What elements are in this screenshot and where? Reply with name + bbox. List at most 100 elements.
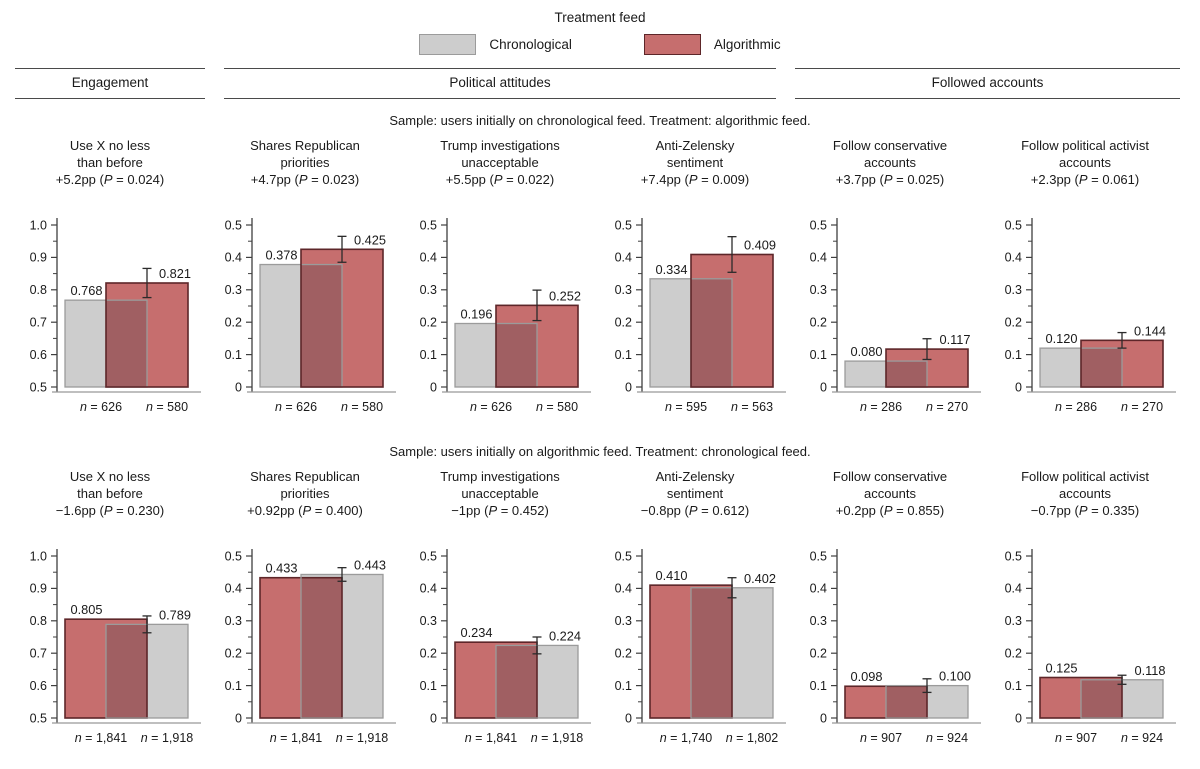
- panel-r1c1: Use X no less than before +5.2pp (P = 0.02…: [15, 137, 205, 426]
- legend: Treatment feed Chronological Algorithmic: [15, 10, 1185, 55]
- y-tick-label: 0: [820, 711, 827, 725]
- legend-items: Chronological Algorithmic: [419, 34, 781, 55]
- legend-title: Treatment feed: [554, 10, 646, 25]
- y-tick-label: 0.4: [420, 251, 437, 265]
- y-tick-label: 0.2: [1005, 647, 1022, 661]
- panel-r2c2: Shares Republican priorities +0.92pp (P = …: [210, 468, 400, 757]
- n-label: n = 595: [665, 400, 707, 414]
- y-tick-label: 0.5: [810, 218, 827, 232]
- y-tick-label: 0.4: [615, 582, 632, 596]
- panel-plot: 0 0.1 0.2 0.3 0.4 0.5 0.080 0.117 n = 286 n = 270: [810, 218, 981, 414]
- bar-overlap: [106, 624, 147, 718]
- bar-value-label: 0.098: [850, 669, 882, 684]
- legend-item-algorithmic: Algorithmic: [643, 34, 781, 55]
- y-tick-label: 0.3: [810, 283, 827, 297]
- y-tick-label: 0.4: [810, 251, 827, 265]
- panel-plot: 0 0.1 0.2 0.3 0.4 0.5 0.196 0.252 n = 626 n = 580: [420, 218, 591, 414]
- bar-value-label: 0.080: [850, 344, 882, 359]
- y-tick-label: 0.3: [225, 614, 242, 628]
- panel-title: Anti-Zelensky sentiment +7.4pp (P = 0.009): [600, 137, 790, 188]
- effect-label: +7.4pp (P = 0.009): [640, 172, 750, 187]
- panel-title-line: Use X no less: [69, 138, 151, 153]
- n-label: n = 1,918: [531, 731, 584, 745]
- legend-swatch-chronological: [419, 34, 477, 55]
- n-label: n = 626: [80, 400, 122, 414]
- panel-plot: 0 0.1 0.2 0.3 0.4 0.5 0.433 0.443 n = 1,841 n = 1…: [225, 549, 396, 745]
- panel-title-line: Use X no less: [69, 469, 151, 484]
- panel-title: Follow political activist accounts −0.7pp …: [990, 468, 1180, 519]
- panels-row-1: Use X no less than before +5.2pp (P = 0.02…: [15, 137, 1185, 426]
- panel-r2c5: Follow conservative accounts +0.2pp (P = 0…: [795, 468, 985, 757]
- panel-plot: 0.5 0.6 0.7 0.8 0.9 1.0 0.805 0.789 n = 1,841 n =…: [30, 549, 201, 745]
- effect-label: +5.2pp (P = 0.024): [55, 172, 165, 187]
- panel-title-line: Anti-Zelensky: [655, 138, 735, 153]
- panel-r2c1: Use X no less than before −1.6pp (P = 0.23…: [15, 468, 205, 757]
- panel-title-line: Anti-Zelensky: [655, 469, 735, 484]
- y-tick-label: 0.3: [1005, 614, 1022, 628]
- n-label: n = 924: [926, 731, 968, 745]
- y-tick-label: 0.7: [30, 316, 47, 330]
- panel-title-line: Trump investigations: [440, 138, 560, 153]
- y-tick-label: 0.4: [225, 251, 242, 265]
- y-tick-label: 0: [1015, 711, 1022, 725]
- y-tick-label: 0.9: [30, 251, 47, 265]
- y-tick-label: 0.3: [420, 614, 437, 628]
- y-tick-label: 0.5: [225, 218, 242, 232]
- sample-row-1: Sample: users initially on chronological…: [15, 113, 1185, 426]
- bar-value-label: 0.768: [70, 283, 102, 298]
- bar-value-label: 0.224: [549, 628, 581, 643]
- n-label: n = 924: [1121, 731, 1163, 745]
- bar-value-label: 0.378: [265, 248, 297, 263]
- bar-value-label: 0.334: [655, 262, 687, 277]
- y-tick-label: 0: [235, 711, 242, 725]
- n-label: n = 580: [341, 400, 383, 414]
- panel-r1c5: Follow conservative accounts +3.7pp (P = 0…: [795, 137, 985, 426]
- y-tick-label: 0.1: [420, 679, 437, 693]
- panel-r1c6: Follow political activist accounts +2.3pp …: [990, 137, 1180, 426]
- y-tick-label: 0.3: [810, 614, 827, 628]
- y-tick-label: 0: [625, 711, 632, 725]
- y-tick-label: 0.3: [420, 283, 437, 297]
- y-tick-label: 0.8: [30, 283, 47, 297]
- n-label: n = 1,841: [465, 731, 518, 745]
- n-label: n = 626: [275, 400, 317, 414]
- y-tick-label: 0.4: [420, 582, 437, 596]
- panel-title-line: accounts: [863, 486, 917, 501]
- panel-title-line: Follow conservative: [832, 469, 948, 484]
- panel-title-line: Follow political activist: [1021, 469, 1149, 484]
- legend-item-chronological: Chronological: [419, 34, 572, 55]
- y-tick-label: 0.6: [30, 348, 47, 362]
- panel-plot: 0 0.1 0.2 0.3 0.4 0.5 0.378 0.425 n = 626 n = 580: [225, 218, 396, 414]
- panel-r2c3: Trump investigations unacceptable −1pp (P …: [405, 468, 595, 757]
- y-tick-label: 0.1: [1005, 348, 1022, 362]
- bar-overlap: [1081, 348, 1122, 387]
- panel-plot: 0 0.1 0.2 0.3 0.4 0.5 0.125 0.118 n = 907 n = 924: [1005, 549, 1176, 745]
- panel-title: Anti-Zelensky sentiment −0.8pp (P = 0.612): [600, 468, 790, 519]
- panel-title-line: unacceptable: [461, 155, 539, 170]
- panel-plot: 0 0.1 0.2 0.3 0.4 0.5 0.098 0.100 n = 907 n = 924: [810, 549, 981, 745]
- bar-overlap: [106, 300, 147, 387]
- y-tick-label: 0.8: [30, 614, 47, 628]
- y-tick-label: 0.1: [810, 348, 827, 362]
- bar-overlap: [691, 278, 732, 387]
- bar-value-label: 0.234: [460, 625, 492, 640]
- y-tick-label: 0.5: [30, 711, 47, 725]
- n-label: n = 1,841: [270, 731, 323, 745]
- panel-title-line: accounts: [1058, 486, 1112, 501]
- panel-title-line: than before: [77, 155, 143, 170]
- effect-label: +5.5pp (P = 0.022): [445, 172, 555, 187]
- bar-value-label: 0.125: [1045, 661, 1077, 676]
- legend-label-chronological: Chronological: [489, 37, 572, 52]
- bar-overlap: [301, 577, 342, 718]
- n-label: n = 1,918: [336, 731, 389, 745]
- panel-r2c6: Follow political activist accounts −0.7pp …: [990, 468, 1180, 757]
- bar-value-label: 0.789: [159, 607, 191, 622]
- effect-label: +3.7pp (P = 0.025): [835, 172, 945, 187]
- y-tick-label: 0.5: [225, 549, 242, 563]
- panel-plot: 0 0.1 0.2 0.3 0.4 0.5 0.234 0.224 n = 1,841 n = 1…: [420, 549, 591, 745]
- y-tick-label: 0: [430, 380, 437, 394]
- panel-title-line: accounts: [1058, 155, 1112, 170]
- section-political-attitudes: Political attitudes: [224, 68, 776, 99]
- y-tick-label: 0.2: [225, 647, 242, 661]
